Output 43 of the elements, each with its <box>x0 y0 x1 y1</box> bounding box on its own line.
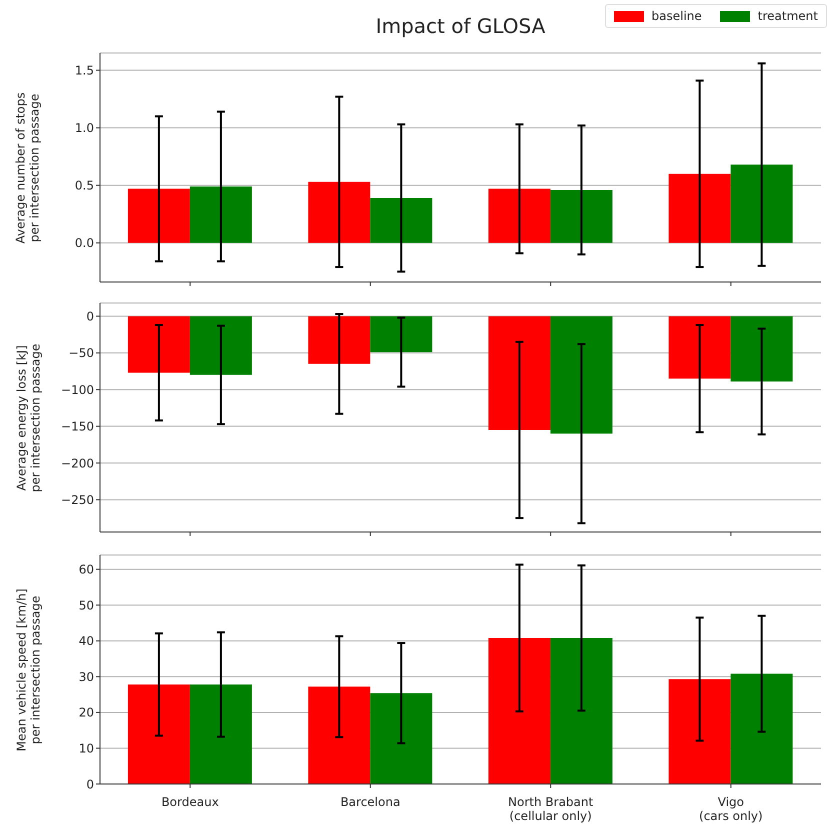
bar <box>370 198 432 243</box>
bar <box>308 686 370 784</box>
x-tick-label: North Brabant (cellular only) <box>508 795 594 823</box>
y-tick-label: 1.5 <box>74 64 94 78</box>
bar <box>550 190 612 243</box>
x-tick-label: Vigo (cars only) <box>699 795 763 823</box>
y-tick-label: −200 <box>61 456 94 470</box>
y-tick-label: 40 <box>78 634 94 648</box>
bar <box>668 174 731 243</box>
y-tick-label: −100 <box>61 382 94 397</box>
y-tick-label: 0.0 <box>74 236 94 250</box>
bar <box>128 188 190 243</box>
y-tick-label: 20 <box>78 706 94 720</box>
bar <box>488 188 550 243</box>
y-tick-label: 60 <box>78 562 94 577</box>
x-tick-label: Bordeaux <box>161 795 219 809</box>
y-tick-label: 0.5 <box>74 178 94 193</box>
x-tick-label: Barcelona <box>340 795 400 809</box>
bar <box>190 684 252 784</box>
y-tick-label: 50 <box>78 598 94 612</box>
y-tick-label: 0 <box>86 309 94 324</box>
y-tick-label: 1.0 <box>74 121 94 136</box>
bar <box>668 679 731 784</box>
y-tick-label: 10 <box>78 741 94 756</box>
bar <box>488 638 550 784</box>
bar <box>730 164 793 243</box>
bar <box>128 684 190 784</box>
y-tick-label: −150 <box>61 420 94 434</box>
y-axis-title: Mean vehicle speed [km/h] per intersection passage <box>14 588 42 751</box>
bar <box>370 693 432 784</box>
y-tick-label: −50 <box>68 346 94 360</box>
y-tick-label: −250 <box>61 492 94 507</box>
y-tick-label: 30 <box>78 670 94 684</box>
y-axis-title: Average energy loss [kJ] per intersection passage <box>14 343 42 492</box>
bar <box>190 186 252 243</box>
legend-label: treatment <box>758 9 818 23</box>
chart-title: Impact of GLOSA <box>376 14 546 38</box>
bar <box>308 182 370 243</box>
y-tick-label: 0 <box>86 777 94 792</box>
legend-label: baseline <box>652 9 702 23</box>
y-axis-title: Average number of stops per intersection passage <box>14 92 42 244</box>
bar <box>550 638 612 784</box>
bar <box>730 674 793 784</box>
